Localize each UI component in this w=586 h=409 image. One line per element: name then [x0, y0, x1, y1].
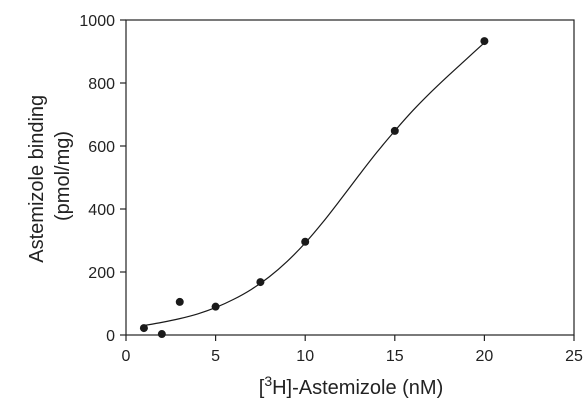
y-axis-label: Astemizole binding (pmol/mg) [26, 89, 74, 262]
fit-curve-layer [143, 42, 485, 327]
x-tick-label: 5 [211, 348, 220, 365]
y-tick-label: 400 [88, 202, 115, 219]
data-point [139, 324, 148, 333]
x-axis-label-superscript: 3 [264, 373, 272, 389]
x-tick-label: 0 [122, 348, 131, 365]
data-point [301, 237, 310, 246]
plot-frame [125, 19, 575, 336]
y-tick-label: 600 [88, 139, 115, 156]
data-point [175, 297, 184, 306]
x-axis-ticks: 0 5 10 15 20 25 [122, 335, 583, 365]
data-point [157, 330, 166, 339]
x-axis-label-prefix: [ [259, 377, 265, 399]
x-tick-label: 10 [296, 348, 314, 365]
data-points-layer [139, 37, 489, 339]
y-axis-ticks: 0 200 400 600 800 1000 [79, 13, 126, 345]
x-axis-label-suffix: H]-Astemizole (nM) [272, 377, 443, 399]
plot-border [125, 19, 575, 336]
y-tick-label: 800 [88, 76, 115, 93]
x-tick-label: 25 [565, 348, 583, 365]
x-axis-label: [3H]-Astemizole (nM) [259, 373, 444, 399]
y-tick-label: 0 [106, 328, 115, 345]
x-tick-label: 20 [476, 348, 494, 365]
data-point [480, 37, 489, 46]
y-axis-label-line-1: Astemizole binding [26, 95, 48, 263]
y-tick-label: 200 [88, 265, 115, 282]
data-point [390, 126, 399, 135]
data-point [211, 302, 220, 311]
fit-curve [143, 42, 485, 327]
y-axis-label-line-2: (pmol/mg) [52, 131, 74, 221]
y-tick-label: 1000 [79, 13, 115, 30]
x-tick-label: 15 [386, 348, 404, 365]
data-point [256, 278, 265, 287]
